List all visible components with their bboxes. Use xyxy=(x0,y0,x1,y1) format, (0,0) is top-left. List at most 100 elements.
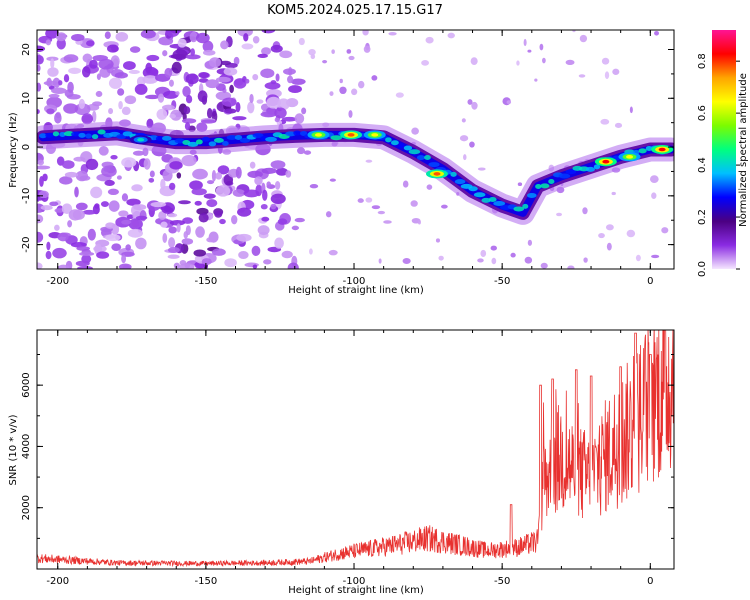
colorbar-gradient xyxy=(712,30,736,269)
noise-speck xyxy=(371,75,378,81)
snr-frame xyxy=(36,329,675,570)
noise-speck xyxy=(339,86,347,95)
noise-blob xyxy=(160,221,168,228)
noise-blob xyxy=(76,246,90,251)
ridge-peak-core xyxy=(658,147,666,152)
noise-blob xyxy=(92,101,103,107)
noise-speck xyxy=(463,154,467,161)
ridge-peak-core xyxy=(347,133,355,137)
noise-blob xyxy=(184,122,191,131)
noise-speck xyxy=(600,118,610,125)
ridge-segment xyxy=(52,131,60,137)
noise-blob xyxy=(167,246,180,254)
noise-blob xyxy=(142,75,158,84)
noise-speck xyxy=(542,57,546,64)
ridge-segment xyxy=(398,142,405,148)
noise-speck xyxy=(579,34,588,43)
noise-blob xyxy=(215,172,223,180)
noise-blob xyxy=(107,188,120,195)
ridge-segment xyxy=(526,192,537,198)
noise-blob xyxy=(134,83,148,95)
noise-blob xyxy=(161,104,175,111)
ridge-segment xyxy=(585,166,595,172)
noise-blob xyxy=(224,108,237,114)
noise-blob xyxy=(75,202,88,211)
noise-blob xyxy=(287,75,294,84)
y-tick-label: -10 xyxy=(21,188,32,204)
noise-blob xyxy=(177,38,187,48)
noise-blob xyxy=(266,96,281,109)
noise-blob xyxy=(56,37,66,50)
snr-y-label: SNR (10 * v/v) xyxy=(8,414,19,485)
figure-title: KOM5.2024.025.17.15.G17 xyxy=(267,3,443,18)
x-tick-label: -150 xyxy=(195,576,218,587)
noise-blob xyxy=(181,118,197,124)
noise-speck xyxy=(395,92,404,98)
snr-x-label: Height of straight line (km) xyxy=(288,585,424,596)
noise-speck xyxy=(491,257,497,265)
ridge-segment xyxy=(293,130,302,136)
ridge-segment xyxy=(481,197,491,203)
noise-speck xyxy=(516,60,520,66)
ridge-segment xyxy=(424,154,431,160)
noise-blob xyxy=(135,215,148,220)
noise-blob xyxy=(195,32,210,44)
y-tick-label: 20 xyxy=(21,43,32,56)
noise-speck xyxy=(411,127,419,135)
ridge-segment xyxy=(565,169,577,175)
noise-blob xyxy=(104,31,111,39)
noise-blob xyxy=(131,184,143,192)
noise-speck xyxy=(527,239,533,246)
ridge-segment xyxy=(473,192,486,198)
noise-blob xyxy=(37,262,43,269)
ridge-segment xyxy=(408,149,421,155)
noise-blob xyxy=(129,46,141,53)
noise-blob xyxy=(140,30,156,39)
ridge-segment xyxy=(593,164,601,170)
ridge-segment xyxy=(162,135,172,141)
noise-blob xyxy=(121,106,131,116)
noise-blob xyxy=(46,108,55,115)
noise-blob xyxy=(164,67,173,78)
noise-blob xyxy=(128,69,140,74)
noise-blob xyxy=(82,209,97,215)
ridge-segment xyxy=(252,133,264,139)
ridge-segment xyxy=(195,139,203,145)
noise-speck xyxy=(540,262,548,269)
noise-speck xyxy=(510,252,516,258)
noise-blob xyxy=(169,79,174,87)
noise-blob xyxy=(117,88,125,96)
colorbar-tick-label: 0.2 xyxy=(697,209,708,225)
noise-blob xyxy=(118,263,132,269)
noise-blob xyxy=(96,73,101,80)
y-tick-label: 10 xyxy=(21,92,32,105)
noise-blob xyxy=(42,173,48,182)
noise-blob xyxy=(185,54,201,60)
ridge-segment xyxy=(454,179,466,185)
noise-blob xyxy=(131,219,140,228)
noise-speck xyxy=(467,99,473,105)
noise-blob xyxy=(241,43,254,50)
noise-blob xyxy=(37,45,46,53)
noise-speck xyxy=(611,191,616,196)
noise-blob xyxy=(235,101,241,113)
noise-blob xyxy=(251,245,261,257)
noise-blob xyxy=(49,201,59,207)
noise-blob xyxy=(132,150,145,156)
y-tick-label: 2000 xyxy=(21,495,32,520)
noise-blob xyxy=(274,237,284,249)
noise-blob xyxy=(45,39,52,46)
y-tick-label: 0 xyxy=(21,144,32,150)
noise-blob xyxy=(198,78,209,83)
colorbar-ticks: 0.0 0.2 0.4 0.6 0.8 xyxy=(697,53,740,277)
noise-speck xyxy=(651,192,657,199)
noise-blob xyxy=(263,259,272,265)
noise-blob xyxy=(86,40,95,47)
noise-blob xyxy=(169,182,176,191)
noise-blob xyxy=(189,180,203,190)
ridge-segment xyxy=(450,171,457,177)
noise-blob xyxy=(260,204,268,210)
noise-blob xyxy=(181,238,194,245)
noise-blob xyxy=(290,78,306,85)
